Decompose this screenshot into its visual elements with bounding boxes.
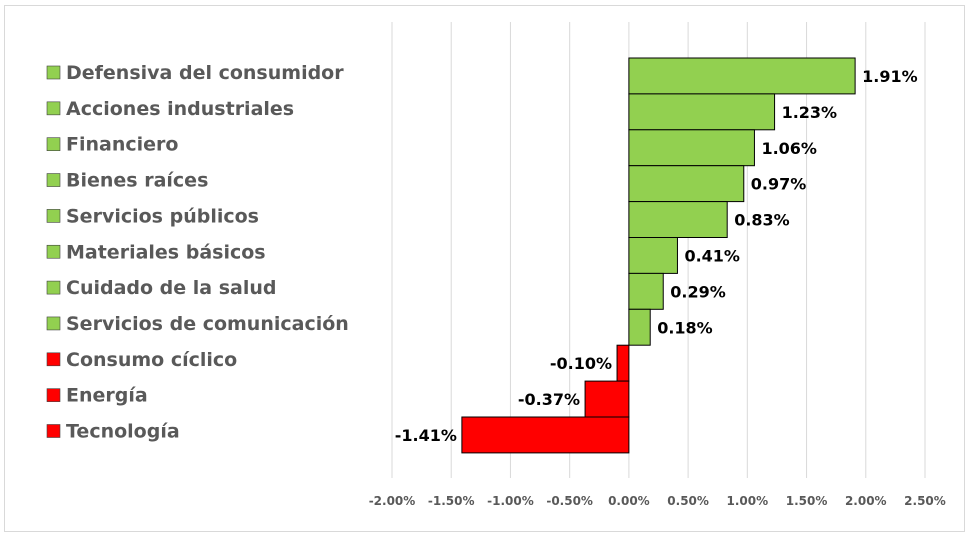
data-label: 0.29% <box>670 282 726 301</box>
x-tick-label: -0.50% <box>546 494 593 508</box>
bar <box>628 272 664 310</box>
category-label: Acciones industriales <box>66 98 294 120</box>
legend-swatch <box>46 209 61 223</box>
category-label: Financiero <box>66 134 178 156</box>
legend-swatch <box>46 244 61 259</box>
bar <box>461 416 630 454</box>
category-label: Tecnología <box>66 421 180 443</box>
category-label: Materiales básicos <box>66 241 266 263</box>
legend-swatch <box>46 173 61 187</box>
bar <box>628 129 755 167</box>
x-tick-label: 1.50% <box>786 494 828 508</box>
bar <box>584 380 630 418</box>
x-tick-label: 1.00% <box>727 494 769 508</box>
legend-swatch <box>46 352 61 367</box>
bar <box>628 201 728 239</box>
bar <box>628 93 776 131</box>
data-label: 1.91% <box>862 67 918 86</box>
bar <box>616 344 630 382</box>
legend-swatch <box>46 424 61 438</box>
x-axis-tick-labels: -2.00% -1.50% -1.00% -0.50% 0.00% 0.50% 1.00% 1… <box>369 494 946 508</box>
bar <box>628 308 651 346</box>
data-label: -0.10% <box>550 354 612 373</box>
data-label: 0.97% <box>751 175 807 194</box>
x-tick-label: 2.50% <box>904 494 946 508</box>
category-legend: Defensiva del consumidor Acciones industr… <box>46 62 349 443</box>
category-label: Consumo cíclico <box>66 349 237 371</box>
category-label: Energía <box>66 385 148 407</box>
gridlines <box>391 22 926 478</box>
data-label: 0.41% <box>684 246 740 265</box>
legend-swatch <box>46 316 61 331</box>
x-tick-label: -1.50% <box>428 494 475 508</box>
category-label: Cuidado de la salud <box>66 277 277 299</box>
value-labels: 1.91% 1.23% 1.06% 0.97% 0.83% 0.41% 0.29% 0.18%… <box>395 67 918 445</box>
category-label: Servicios de comunicación <box>66 313 349 335</box>
bars <box>461 57 856 454</box>
data-label: 1.06% <box>761 139 817 158</box>
legend-swatch <box>46 280 61 295</box>
data-label: 0.18% <box>657 318 713 337</box>
x-tick-label: -2.00% <box>369 494 416 508</box>
x-tick-label: 0.00% <box>608 494 650 508</box>
data-label: -0.37% <box>518 390 580 409</box>
data-label: 0.83% <box>734 211 790 230</box>
bar <box>628 237 678 274</box>
x-tick-label: -1.00% <box>487 494 534 508</box>
data-label: -1.41% <box>395 426 457 445</box>
bar <box>628 165 745 203</box>
bar <box>628 57 856 95</box>
x-tick-label: 0.50% <box>667 494 709 508</box>
x-tick-label: 2.00% <box>845 494 887 508</box>
category-label: Servicios públicos <box>66 205 259 227</box>
legend-swatch <box>46 101 61 116</box>
data-label: 1.23% <box>782 103 838 122</box>
category-label: Bienes raíces <box>66 170 208 192</box>
legend-swatch <box>46 65 61 80</box>
legend-swatch <box>46 137 61 151</box>
legend-swatch <box>46 388 61 402</box>
category-label: Defensiva del consumidor <box>66 62 344 84</box>
